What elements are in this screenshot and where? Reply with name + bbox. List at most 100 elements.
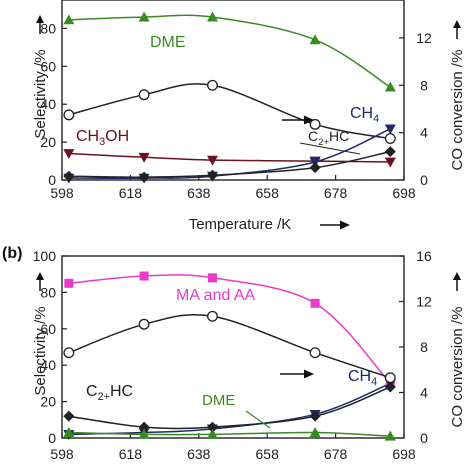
panel-a-series-ch3oh-point (138, 152, 150, 163)
panel-b-series-dme-point (63, 427, 75, 437)
panel-a-series-c2-hc-point (384, 146, 396, 158)
panel-b-label-dme: DME (202, 392, 235, 409)
panel-b-y-axis-arrow (36, 272, 44, 291)
panel-a-x-tick-label: 638 (187, 185, 211, 201)
panel-b-series-conversion-point (138, 318, 150, 330)
panel-b-y-tick-label: 80 (40, 284, 56, 300)
panel-b-y2-tick-label: 4 (420, 385, 428, 401)
panel-b-series-conversion-point (384, 372, 396, 384)
panel-a-series-dme-point (206, 11, 218, 22)
panel-a-label-dme: DME (150, 34, 186, 51)
panel-b-series-ma-and-aa-point (310, 298, 320, 308)
panel-a-conversion-arrow (282, 115, 314, 125)
panel-a-x-tick-label: 598 (50, 185, 74, 201)
panel-a-label-c2-hc: C2+HC (308, 128, 349, 148)
panel-b: 598 618 638 658 678 6980204060801000481216Sel… (2, 245, 466, 462)
panel-b-series-conversion-line (68, 313, 391, 379)
panel-b-series-ma-and-aa-point (64, 278, 74, 288)
panel-a-series-c2-hc-point (309, 162, 321, 174)
panel-b-series-dme-point (206, 428, 218, 439)
panel-a-y2-tick-label: 0 (420, 172, 428, 188)
panel-b-panel-label: (b) (2, 245, 22, 262)
panel-b-label-c2-hc-text: C (86, 383, 98, 400)
panel-a-c2hc-leader-line (299, 142, 361, 155)
panel-b-y-tick-label: 60 (40, 321, 56, 337)
panel-b-y2-axis-label: CO conversion /% (449, 307, 466, 428)
panel-a-label-c2-hc-text: C (308, 128, 318, 144)
panel-b-label-dme-text: DME (202, 392, 235, 409)
panel-b-series-dme-point (309, 427, 321, 437)
panel-a-series-conversion-point (138, 89, 150, 101)
panel-a-y-tick-label: 60 (40, 58, 56, 74)
panel-a-x-tick-label: 618 (119, 185, 143, 201)
panel-a-label-ch3oh-tail: OH (105, 128, 129, 145)
panel-a-series-dme-point (309, 34, 321, 45)
panel-b-label-ma-and-aa-text: MA and AA (176, 287, 255, 304)
panel-b-series-conversion (68, 313, 391, 379)
panel-b-x-tick-label: 678 (324, 446, 348, 462)
panel-a-label-ch4: CH4 (350, 105, 379, 125)
panel-a-y2-tick-label: 8 (420, 77, 428, 93)
panel-b-y2-tick-label: 8 (420, 339, 428, 355)
panel-b-y-tick-label: 20 (40, 394, 56, 410)
panel-b-series-ch4 (68, 382, 391, 436)
panel-b-series-c2-hc-point (309, 410, 321, 422)
panel-a-y2-tick-label: 12 (416, 30, 432, 46)
panel-a-series-ch3oh-line (68, 152, 391, 163)
panel-b-series-c2-hc-point (384, 381, 396, 393)
panel-b-series-dme-point (384, 430, 396, 441)
panel-a-series-dme (68, 14, 391, 88)
panel-a-y-tick-label: 40 (40, 96, 56, 112)
panel-b-conversion-arrow (280, 369, 314, 379)
panel-b-x-tick-label: 598 (50, 446, 74, 462)
panel-b-series-c2-hc-point (63, 410, 75, 422)
panel-a-series-c2-hc-point (138, 171, 150, 183)
panel-a-series-ch3oh-point (384, 157, 396, 168)
panel-b-x-tick-label: 618 (119, 446, 143, 462)
panel-a-series-dme-point (138, 11, 150, 22)
panel-b-label-c2-hc-subscript: 2+ (98, 391, 110, 403)
panel-b-y-tick-label: 100 (33, 248, 57, 264)
panel-b-y2-axis-arrow (453, 272, 461, 291)
panel-a-label-c2-hc-tail: HC (329, 128, 349, 144)
panel-a-series-c2-hc-point (63, 170, 75, 182)
panel-a-series-conversion-point (384, 133, 396, 145)
panel-b-label-ch4-text: CH (348, 368, 371, 385)
panel-b-y-tick-label: 0 (48, 430, 56, 446)
panel-b-y2-tick-label: 0 (420, 430, 428, 446)
panel-b-series-conversion-point (207, 310, 218, 322)
panel-b-label-ch4: CH4 (348, 368, 377, 388)
panel-b-label-ch4-subscript: 4 (371, 376, 377, 388)
panel-b-series-c2-hc-point (206, 421, 218, 433)
panel-b-dme-leader-line (245, 410, 271, 429)
panel-b-x-tick-label: 658 (256, 446, 280, 462)
panel-a-y-tick-label: 80 (40, 20, 56, 36)
panel-a-y2-axis-arrow (453, 20, 461, 39)
panel-b-series-ch4-line (68, 382, 391, 436)
panel-b-y2-tick-label: 16 (416, 248, 432, 264)
panel-a-series-ch3oh (68, 152, 391, 163)
panel-a: 598 618 638 658 678 69802040608004812Selectiv… (32, 0, 466, 233)
panel-b-series-ma-and-aa-line (68, 274, 391, 384)
panel-a-x-tick-label: 698 (392, 185, 416, 201)
panel-a-y-axis-arrow (36, 15, 44, 34)
panel-a-y-tick-label: 20 (40, 134, 56, 150)
panel-a-label-ch3oh-text: CH (76, 128, 99, 145)
panel-b-y2-tick-label: 12 (416, 294, 432, 310)
panel-a-series-ch4-point (384, 124, 396, 135)
panel-a-label-ch3oh-subscript: 3 (99, 136, 105, 148)
panel-b-series-conversion-point (309, 347, 321, 359)
panel-a-label-dme-text: DME (150, 34, 186, 51)
panel-a-label-ch4-subscript: 4 (373, 113, 379, 125)
panel-b-y-axis-label: Selectivity /% (32, 306, 49, 395)
panel-a-y-tick-label: 0 (48, 172, 56, 188)
panel-a-label-ch3oh: CH3OH (76, 128, 129, 148)
panel-b-series-ma-and-aa (68, 274, 391, 384)
panel-b-label-c2-hc-tail: HC (110, 383, 133, 400)
panel-b-x-tick-label: 638 (187, 446, 211, 462)
panel-b-series-ma-and-aa-point (207, 273, 217, 283)
panel-a-y2-axis-label: CO conversion /% (449, 50, 466, 171)
panel-a-label-c2-hc-subscript: 2+ (318, 137, 329, 148)
panel-b-label-c2-hc: C2+HC (86, 383, 133, 403)
